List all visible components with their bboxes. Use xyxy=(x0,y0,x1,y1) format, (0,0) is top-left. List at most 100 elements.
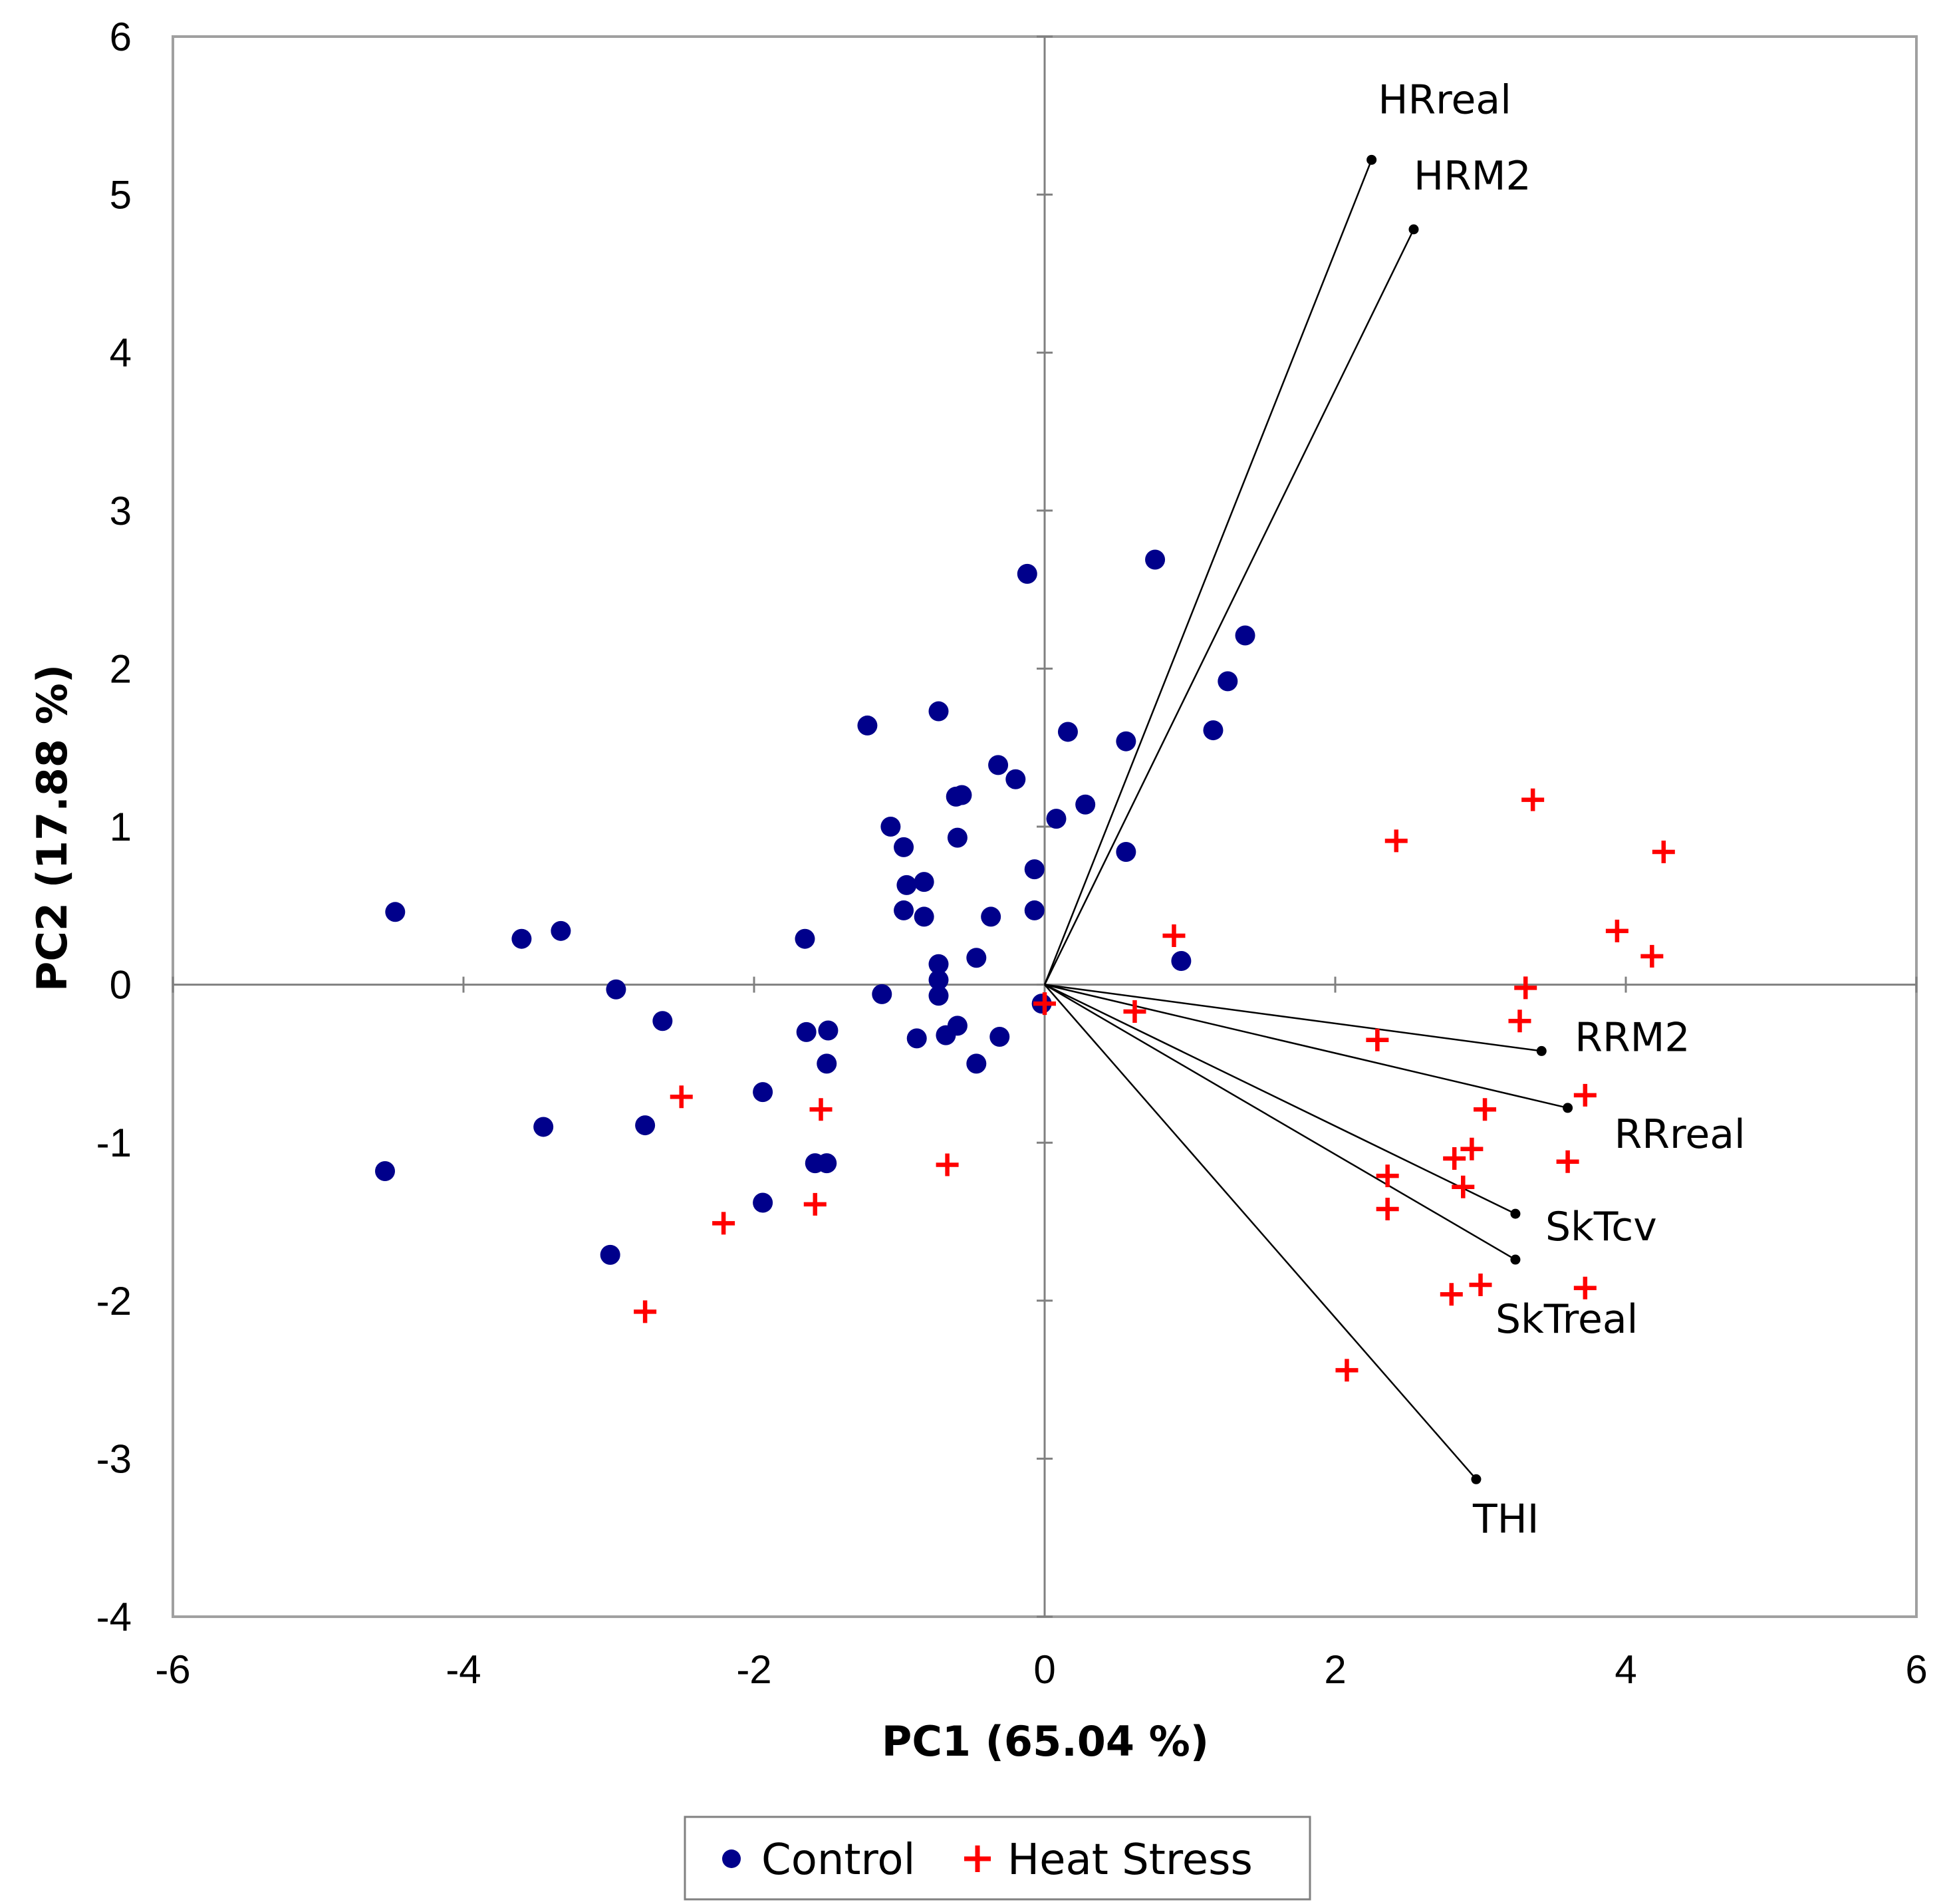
control-point xyxy=(947,1016,968,1036)
control-point xyxy=(1024,900,1045,920)
x-axis-title: PC1 (65.04 %) xyxy=(882,1717,1209,1766)
y-tick-label: 5 xyxy=(110,173,132,217)
legend-marker-control xyxy=(722,1849,741,1868)
heat-stress-point xyxy=(1508,1010,1531,1033)
heat-stress-point xyxy=(1514,976,1537,1000)
x-tick-label: 0 xyxy=(1033,1647,1055,1692)
y-tick-label: 3 xyxy=(110,489,132,533)
y-tick-label: 2 xyxy=(110,646,132,691)
control-point xyxy=(385,902,406,922)
vector-line xyxy=(1043,159,1372,986)
heat-stress-point xyxy=(1556,1150,1579,1173)
legend-label-control: Control xyxy=(761,1836,915,1885)
heat-stress-point xyxy=(1162,924,1186,947)
control-point xyxy=(981,906,1001,927)
control-point xyxy=(1116,842,1136,863)
control-point xyxy=(635,1115,656,1136)
control-point xyxy=(511,928,532,949)
control-point xyxy=(1145,549,1166,570)
control-point xyxy=(914,872,934,892)
control-point xyxy=(872,984,892,1004)
vector-label: SkTcv xyxy=(1545,1204,1657,1250)
vector-tip xyxy=(1510,1254,1521,1265)
data-points xyxy=(375,549,1675,1382)
control-point xyxy=(914,906,934,927)
control-point xyxy=(1046,809,1067,829)
vector-label: HRreal xyxy=(1378,76,1511,123)
y-tick-label: -1 xyxy=(96,1121,132,1165)
heat-stress-point xyxy=(1366,1028,1389,1051)
control-point xyxy=(1218,671,1238,692)
control-point xyxy=(1203,720,1224,741)
vector-tip xyxy=(1366,154,1377,165)
y-tick-label: -4 xyxy=(96,1595,132,1639)
control-point xyxy=(880,817,901,837)
control-point xyxy=(533,1117,554,1137)
vector-line xyxy=(1043,229,1415,986)
control-point xyxy=(796,1021,817,1042)
vector-label: HRM2 xyxy=(1414,153,1531,200)
x-tick-label: -2 xyxy=(736,1647,771,1692)
legend: Control Heat Stress xyxy=(684,1816,1311,1901)
heat-stress-point xyxy=(1376,1197,1399,1220)
control-point xyxy=(795,928,815,949)
heat-stress-point xyxy=(1474,1098,1497,1121)
heat-stress-point xyxy=(634,1300,657,1323)
x-tick-label: 4 xyxy=(1615,1647,1636,1692)
heat-stress-point xyxy=(712,1212,735,1235)
vector-line xyxy=(1044,984,1542,1052)
x-tick-label: -6 xyxy=(155,1647,190,1692)
vector-label: THI xyxy=(1472,1496,1539,1542)
control-point xyxy=(1171,950,1192,971)
vector-line xyxy=(1044,984,1516,1261)
heat-stress-point xyxy=(1443,1147,1466,1170)
heat-stress-point xyxy=(936,1153,959,1176)
vector-tip xyxy=(1471,1474,1482,1484)
control-point xyxy=(947,827,968,848)
control-point xyxy=(818,1020,839,1041)
y-tick-label: -3 xyxy=(96,1436,132,1481)
control-point xyxy=(966,948,987,968)
x-tick-label: 6 xyxy=(1905,1647,1927,1692)
heat-stress-point xyxy=(1573,1276,1597,1299)
y-tick-label: 0 xyxy=(110,963,132,1008)
heat-stress-point xyxy=(1573,1083,1597,1107)
legend-box xyxy=(684,1816,1311,1901)
control-point xyxy=(1017,563,1037,584)
heat-stress-point xyxy=(809,1098,833,1121)
control-point xyxy=(1024,859,1045,880)
heat-stress-point xyxy=(1384,829,1408,853)
control-point xyxy=(817,1153,837,1174)
control-point xyxy=(1116,731,1136,751)
x-tick-label: -4 xyxy=(446,1647,481,1692)
heat-stress-point xyxy=(1640,944,1664,968)
control-point xyxy=(1057,722,1078,742)
vector-label: RRreal xyxy=(1615,1111,1746,1158)
y-tick-label: 4 xyxy=(110,331,132,375)
heat-stress-point xyxy=(1033,992,1056,1016)
control-point xyxy=(1075,794,1096,815)
control-point xyxy=(894,900,914,920)
vector-label: RRM2 xyxy=(1575,1014,1690,1061)
control-point xyxy=(817,1053,837,1074)
y-tick-label: 6 xyxy=(110,15,132,59)
control-point xyxy=(952,785,972,805)
heat-stress-point xyxy=(1652,841,1675,864)
control-point xyxy=(928,954,949,974)
heat-stress-point xyxy=(1123,1000,1146,1023)
control-point xyxy=(989,1027,1010,1047)
legend-label-heat-stress: Heat Stress xyxy=(1007,1836,1253,1885)
heat-stress-point xyxy=(1335,1359,1359,1382)
vector-label: SkTreal xyxy=(1495,1296,1638,1343)
vector-tip xyxy=(1408,224,1419,235)
y-tick-label: 1 xyxy=(110,805,132,849)
vector-tip xyxy=(1536,1045,1547,1056)
vector-line xyxy=(1044,984,1516,1215)
vector-line xyxy=(1044,984,1568,1109)
control-point xyxy=(857,715,878,736)
heat-stress-point xyxy=(1440,1283,1463,1306)
heat-stress-point xyxy=(670,1085,693,1109)
heat-stress-point xyxy=(1460,1137,1484,1160)
heat-stress-point xyxy=(1521,788,1545,811)
